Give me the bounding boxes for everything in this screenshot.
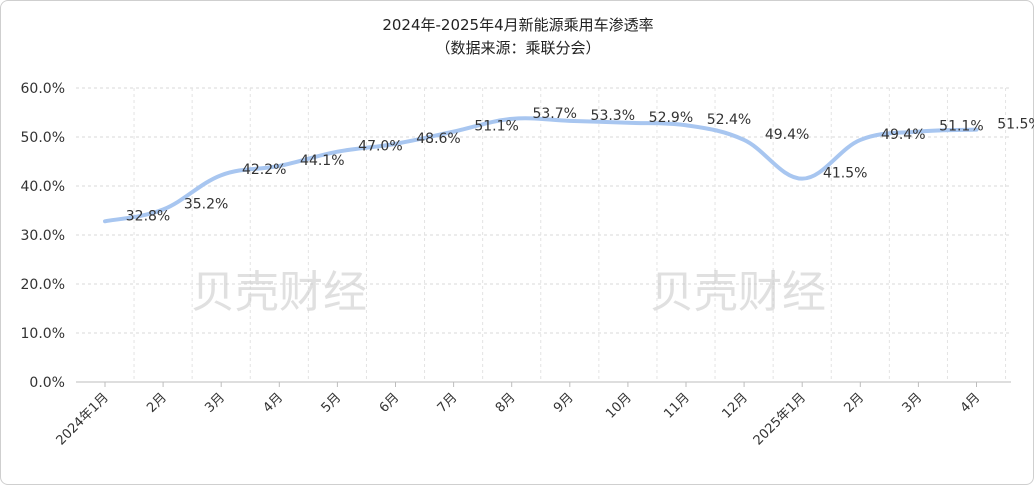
data-label: 35.2% <box>184 197 228 213</box>
x-tick-label: 10月 <box>603 390 634 421</box>
y-tick-label: 10.0% <box>21 326 65 342</box>
x-tick-label: 4月 <box>958 390 984 416</box>
x-tick-label: 6月 <box>377 390 403 416</box>
data-label: 52.4% <box>707 112 751 128</box>
data-label: 51.5% <box>997 117 1034 133</box>
data-label: 51.1% <box>474 119 518 135</box>
x-tick-label: 11月 <box>661 390 692 421</box>
x-tick-label: 3月 <box>202 390 228 416</box>
x-tick-label: 12月 <box>719 390 750 421</box>
x-tick-label: 5月 <box>319 390 345 416</box>
data-label: 52.9% <box>649 110 693 126</box>
data-label: 49.4% <box>765 127 809 143</box>
data-label: 53.3% <box>591 108 635 124</box>
x-tick-label: 2月 <box>144 390 170 416</box>
x-axis: 2024年1月 2月 3月 4月 5月 6月 7月 8月 9月 10月 11月 12月 2025年1月 2… <box>54 382 984 448</box>
chart-subtitle: （数据来源：乘联分会） <box>435 39 600 57</box>
x-tick-label: 8月 <box>493 390 519 416</box>
x-tick-label: 7月 <box>435 390 461 416</box>
y-axis: 0.0% 10.0% 20.0% 30.0% 40.0% 50.0% 60.0% <box>21 81 65 391</box>
x-tick-label: 3月 <box>900 390 926 416</box>
x-tick-label: 2月 <box>841 390 867 416</box>
data-label: 49.4% <box>881 127 925 143</box>
data-label: 41.5% <box>823 166 867 182</box>
data-label-layer: 32.8% 35.2% 42.2% 44.1% 47.0% 48.6% 51.1% 53.7%… <box>126 106 1034 224</box>
x-tick-label: 2025年1月 <box>751 390 809 448</box>
y-tick-label: 40.0% <box>21 179 65 195</box>
y-tick-label: 0.0% <box>29 375 65 391</box>
y-tick-label: 20.0% <box>21 277 65 293</box>
series-layer <box>103 116 979 224</box>
x-tick-label: 9月 <box>551 390 577 416</box>
grid-layer <box>76 87 1011 383</box>
watermark-text: 贝壳财经 <box>650 267 826 318</box>
watermark-layer: 贝壳财经 贝壳财经 <box>191 267 826 318</box>
y-tick-label: 60.0% <box>21 81 65 97</box>
y-tick-label: 30.0% <box>21 228 65 244</box>
x-tick-label: 4月 <box>260 390 286 416</box>
data-label: 53.7% <box>532 106 576 122</box>
watermark-text: 贝壳财经 <box>191 267 367 318</box>
data-label: 47.0% <box>358 139 402 155</box>
series-line <box>103 116 979 224</box>
data-label: 42.2% <box>242 162 286 178</box>
y-tick-label: 50.0% <box>21 130 65 146</box>
data-label: 32.8% <box>126 208 170 224</box>
chart-title: 2024年-2025年4月新能源乘用车渗透率 <box>382 16 653 34</box>
data-label: 44.1% <box>300 153 344 169</box>
data-label: 51.1% <box>939 119 983 135</box>
x-tick-label: 2024年1月 <box>54 390 112 448</box>
data-label: 48.6% <box>416 131 460 147</box>
